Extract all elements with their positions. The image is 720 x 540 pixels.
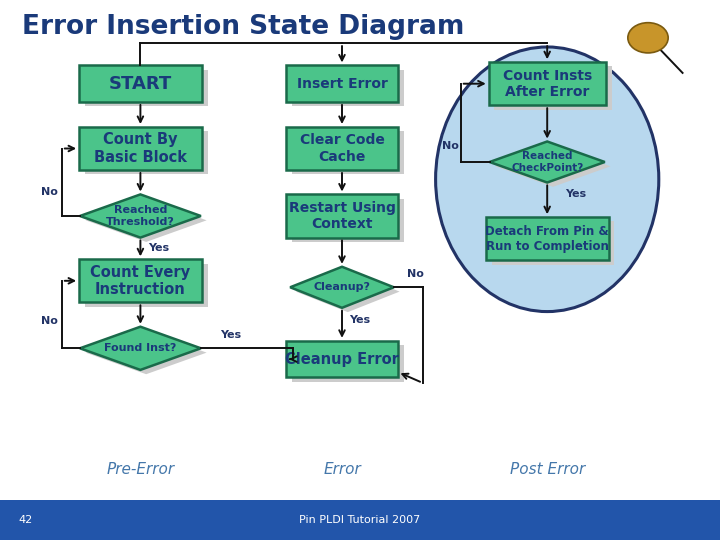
Text: Reached
Threshold?: Reached Threshold? [106,205,175,227]
Text: Cleanup Error: Cleanup Error [285,352,399,367]
FancyBboxPatch shape [0,500,720,540]
Text: Restart Using
Context: Restart Using Context [289,201,395,231]
Circle shape [628,23,668,53]
FancyBboxPatch shape [287,194,397,238]
Text: Found Inst?: Found Inst? [104,343,176,353]
FancyBboxPatch shape [79,127,202,170]
Text: Error: Error [323,462,361,477]
Text: Yes: Yes [148,244,169,253]
FancyBboxPatch shape [492,221,614,265]
FancyBboxPatch shape [292,345,403,382]
FancyBboxPatch shape [292,199,403,242]
Text: Cleanup?: Cleanup? [313,282,371,292]
FancyBboxPatch shape [292,131,403,174]
Text: No: No [40,316,58,326]
FancyBboxPatch shape [287,127,397,170]
FancyBboxPatch shape [495,66,611,110]
Text: Yes: Yes [349,315,371,325]
FancyBboxPatch shape [85,131,207,174]
Text: No: No [441,141,459,151]
FancyBboxPatch shape [292,70,403,106]
FancyBboxPatch shape [85,70,207,106]
Text: No: No [407,269,424,279]
Text: Insert Error: Insert Error [297,77,387,91]
FancyBboxPatch shape [486,217,608,260]
Text: Count Every
Instruction: Count Every Instruction [90,265,191,297]
Text: Reached
CheckPoint?: Reached CheckPoint? [511,151,583,173]
Polygon shape [495,146,611,187]
Text: Post Error: Post Error [510,462,585,477]
FancyBboxPatch shape [79,259,202,302]
FancyBboxPatch shape [489,62,606,105]
Polygon shape [86,199,207,242]
Text: START: START [109,75,172,93]
Text: 42: 42 [18,515,32,525]
Text: No: No [40,187,58,197]
Text: Yes: Yes [565,190,587,199]
Polygon shape [290,267,394,308]
FancyBboxPatch shape [79,65,202,102]
Text: Count By
Basic Block: Count By Basic Block [94,132,187,165]
FancyBboxPatch shape [287,65,397,102]
FancyBboxPatch shape [287,341,397,377]
Polygon shape [80,327,201,370]
Polygon shape [296,271,400,312]
Text: Error Insertion State Diagram: Error Insertion State Diagram [22,14,464,39]
Text: Yes: Yes [220,330,242,340]
Text: Pre-Error: Pre-Error [107,462,174,477]
Polygon shape [86,331,207,374]
Polygon shape [490,141,605,183]
Text: Pin PLDI Tutorial 2007: Pin PLDI Tutorial 2007 [300,515,420,525]
Text: Clear Code
Cache: Clear Code Cache [300,133,384,164]
Text: Detach From Pin &
Run to Completion: Detach From Pin & Run to Completion [485,225,609,253]
Text: Count Insts
After Error: Count Insts After Error [503,69,592,99]
Polygon shape [80,194,201,238]
FancyBboxPatch shape [85,264,207,307]
Ellipse shape [436,47,659,312]
